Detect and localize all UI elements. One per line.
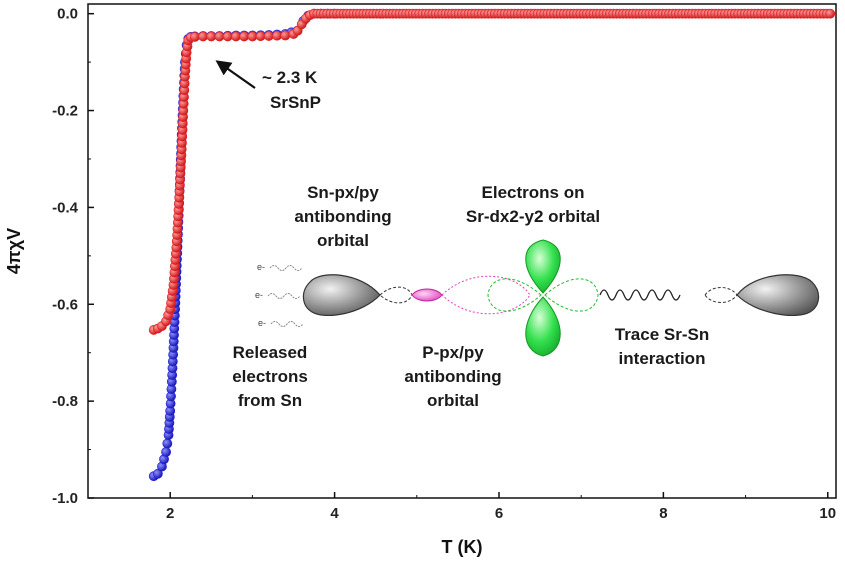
x-tick-label: 10 [819, 505, 836, 522]
sr-sn-wave [599, 289, 681, 301]
sn-lobe-right [736, 274, 820, 317]
p-lobe-small [411, 288, 443, 302]
sr-lobe-right [544, 278, 599, 312]
p-orbital-antibonding: antibonding [404, 367, 501, 386]
electron-wave-3 [270, 321, 304, 327]
red-data-point [231, 31, 241, 42]
sn-orbital-label: Sn-px/py [307, 183, 379, 202]
y-tick-label: 0.0 [57, 6, 78, 23]
p-lobe-large [441, 275, 531, 315]
electron-symbol-2: e- [255, 290, 263, 300]
trace-line-1: Trace Sr-Sn [615, 325, 710, 344]
red-data-point [825, 8, 836, 19]
red-data-point [222, 31, 233, 42]
y-tick-label: -0.4 [52, 199, 79, 216]
electron-symbol-3: e- [258, 318, 266, 328]
released-line-1: Released [233, 343, 308, 362]
sn-orbital-antibonding: antibonding [294, 207, 391, 226]
x-tick-label: 8 [659, 505, 667, 522]
y-tick-label: -0.8 [52, 393, 78, 410]
red-data-point [263, 31, 274, 41]
plot-frame [87, 3, 837, 499]
sr-lobe-bottom [525, 296, 561, 357]
red-data-point [280, 30, 291, 41]
y-tick-label: -0.6 [52, 296, 78, 313]
red-data-point [206, 31, 217, 42]
red-data-point [189, 32, 200, 42]
blue-data-point [161, 447, 171, 457]
red-data-point [239, 31, 250, 42]
sn-lobe-left [302, 274, 381, 316]
x-tick-label: 4 [330, 505, 339, 522]
red-data-point [214, 31, 225, 42]
sr-orbital-label: Sr-dx2-y2 orbital [466, 207, 600, 226]
red-data-point [272, 30, 282, 41]
red-data-point [255, 31, 266, 42]
y-axis-label: 4πχV [4, 228, 24, 274]
compound-label: SrSnP [270, 93, 321, 112]
sr-lobe-left [487, 278, 542, 312]
x-tick-label: 2 [166, 505, 174, 522]
electron-wave-1 [269, 265, 303, 271]
blue-data-point [162, 438, 173, 449]
sn-orbital-orbital: orbital [317, 231, 369, 250]
transition-temperature-label: ~ 2.3 K [262, 68, 318, 87]
x-tick-label: 6 [495, 505, 503, 522]
y-tick-label: -1.0 [52, 490, 78, 507]
released-line-2: electrons [232, 367, 308, 386]
red-data-point [198, 31, 208, 42]
data-points [148, 8, 836, 482]
orbital-diagram: e- e- e- [255, 239, 820, 357]
red-data-point [247, 31, 258, 42]
sr-lobe-top [525, 239, 561, 294]
released-line-3: from Sn [238, 391, 302, 410]
axis-ticks: 2 4 6 8 10 0.0 -0.2 -0.4 -0.6 -0.8 -1.0 [52, 6, 836, 522]
p-orbital-orbital: orbital [427, 391, 479, 410]
sr-orbital-header: Electrons on [482, 183, 585, 202]
sn-lobe-left-back [379, 286, 413, 304]
p-orbital-label: P-px/py [422, 343, 484, 362]
x-axis-label: T (K) [442, 537, 483, 557]
electron-symbol-1: e- [257, 262, 265, 272]
y-tick-label: -0.2 [52, 103, 78, 120]
electron-wave-2 [267, 293, 301, 299]
sn-lobe-right-back [704, 287, 738, 303]
transition-arrow [215, 60, 256, 89]
trace-line-2: interaction [619, 349, 706, 368]
